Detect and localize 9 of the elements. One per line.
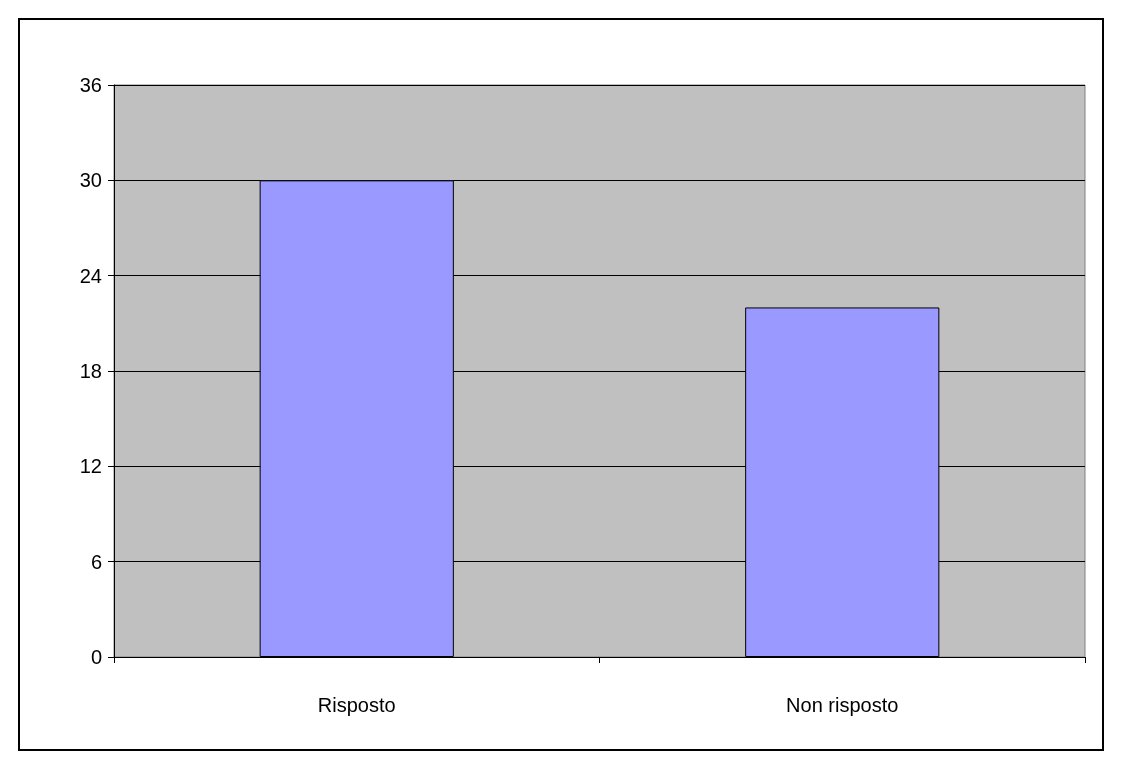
y-tick-label: 0 xyxy=(90,646,102,668)
y-tick-label: 24 xyxy=(79,264,102,287)
y-tick-label: 12 xyxy=(79,455,102,478)
y-tick-label: 30 xyxy=(79,169,102,192)
y-tick-label: 6 xyxy=(90,550,102,573)
x-tick-label: Non risposto xyxy=(786,694,899,716)
y-tick-label: 36 xyxy=(79,74,102,96)
y-tick-label: 18 xyxy=(79,360,102,382)
x-tick-label: Risposto xyxy=(317,694,396,716)
